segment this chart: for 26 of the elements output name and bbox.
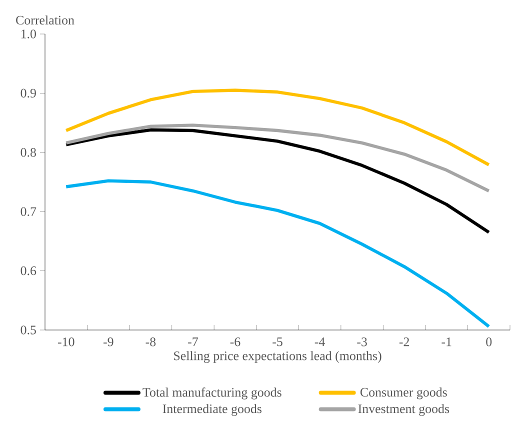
x-tick-label: -6 bbox=[230, 338, 240, 346]
x-axis-title: Selling price expectations lead (months) bbox=[174, 351, 382, 363]
x-tick-label: 0 bbox=[486, 338, 492, 346]
y-tick-label: 1.0 bbox=[21, 30, 36, 38]
line-series bbox=[64, 88, 490, 166]
x-tick-label: -7 bbox=[188, 338, 198, 346]
legend-label: Consumer goods bbox=[360, 388, 447, 400]
x-tick-label: -1 bbox=[442, 338, 452, 346]
line-series bbox=[64, 124, 490, 192]
x-tick-label: -5 bbox=[272, 338, 282, 346]
x-tick-label: -10 bbox=[58, 338, 74, 346]
x-tick-label: -3 bbox=[357, 338, 367, 346]
y-tick-label: 0.8 bbox=[20, 148, 36, 157]
x-tick-label: -8 bbox=[146, 338, 156, 346]
legend-label: Investment goods bbox=[358, 404, 450, 416]
y-tick-label: 0.6 bbox=[20, 266, 36, 276]
y-axis-title: Correlation bbox=[16, 15, 74, 25]
legend-label: Intermediate goods bbox=[162, 404, 262, 416]
y-tick-label: 0.5 bbox=[20, 326, 36, 334]
line-series bbox=[64, 179, 490, 328]
y-tick-label: 0.7 bbox=[20, 207, 36, 216]
x-tick-label: -9 bbox=[104, 338, 114, 346]
y-tick-label: 0.9 bbox=[20, 88, 36, 98]
x-tick-label: -4 bbox=[314, 338, 325, 346]
legend-label: Total manufacturing goods bbox=[142, 387, 282, 400]
x-tick-label: -2 bbox=[399, 338, 410, 346]
